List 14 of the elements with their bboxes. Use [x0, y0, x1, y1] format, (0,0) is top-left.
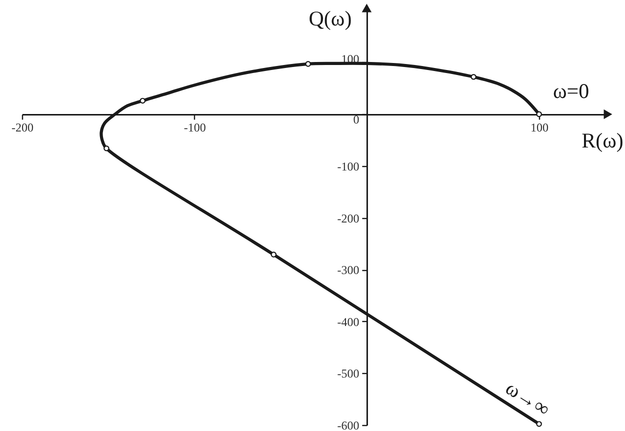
y-tick-label: -100 [337, 159, 360, 174]
annotation: ω→∞ [502, 377, 554, 421]
x-tick-label: -100 [184, 120, 206, 135]
x-tick-label: 100 [530, 120, 549, 135]
x-axis-title: R(ω) [582, 128, 624, 153]
y-tick-label: -600 [337, 418, 360, 431]
x-tick-label: -200 [12, 120, 34, 135]
y-tick-label: -200 [337, 211, 360, 226]
y-tick-label: -400 [337, 314, 360, 329]
y-tick-label: 0 [353, 112, 360, 127]
y-tick-label: -500 [337, 366, 360, 381]
y-tick-label: -300 [337, 263, 360, 278]
annotation: ω=0 [552, 79, 590, 104]
y-axis-title: Q(ω) [308, 6, 352, 30]
